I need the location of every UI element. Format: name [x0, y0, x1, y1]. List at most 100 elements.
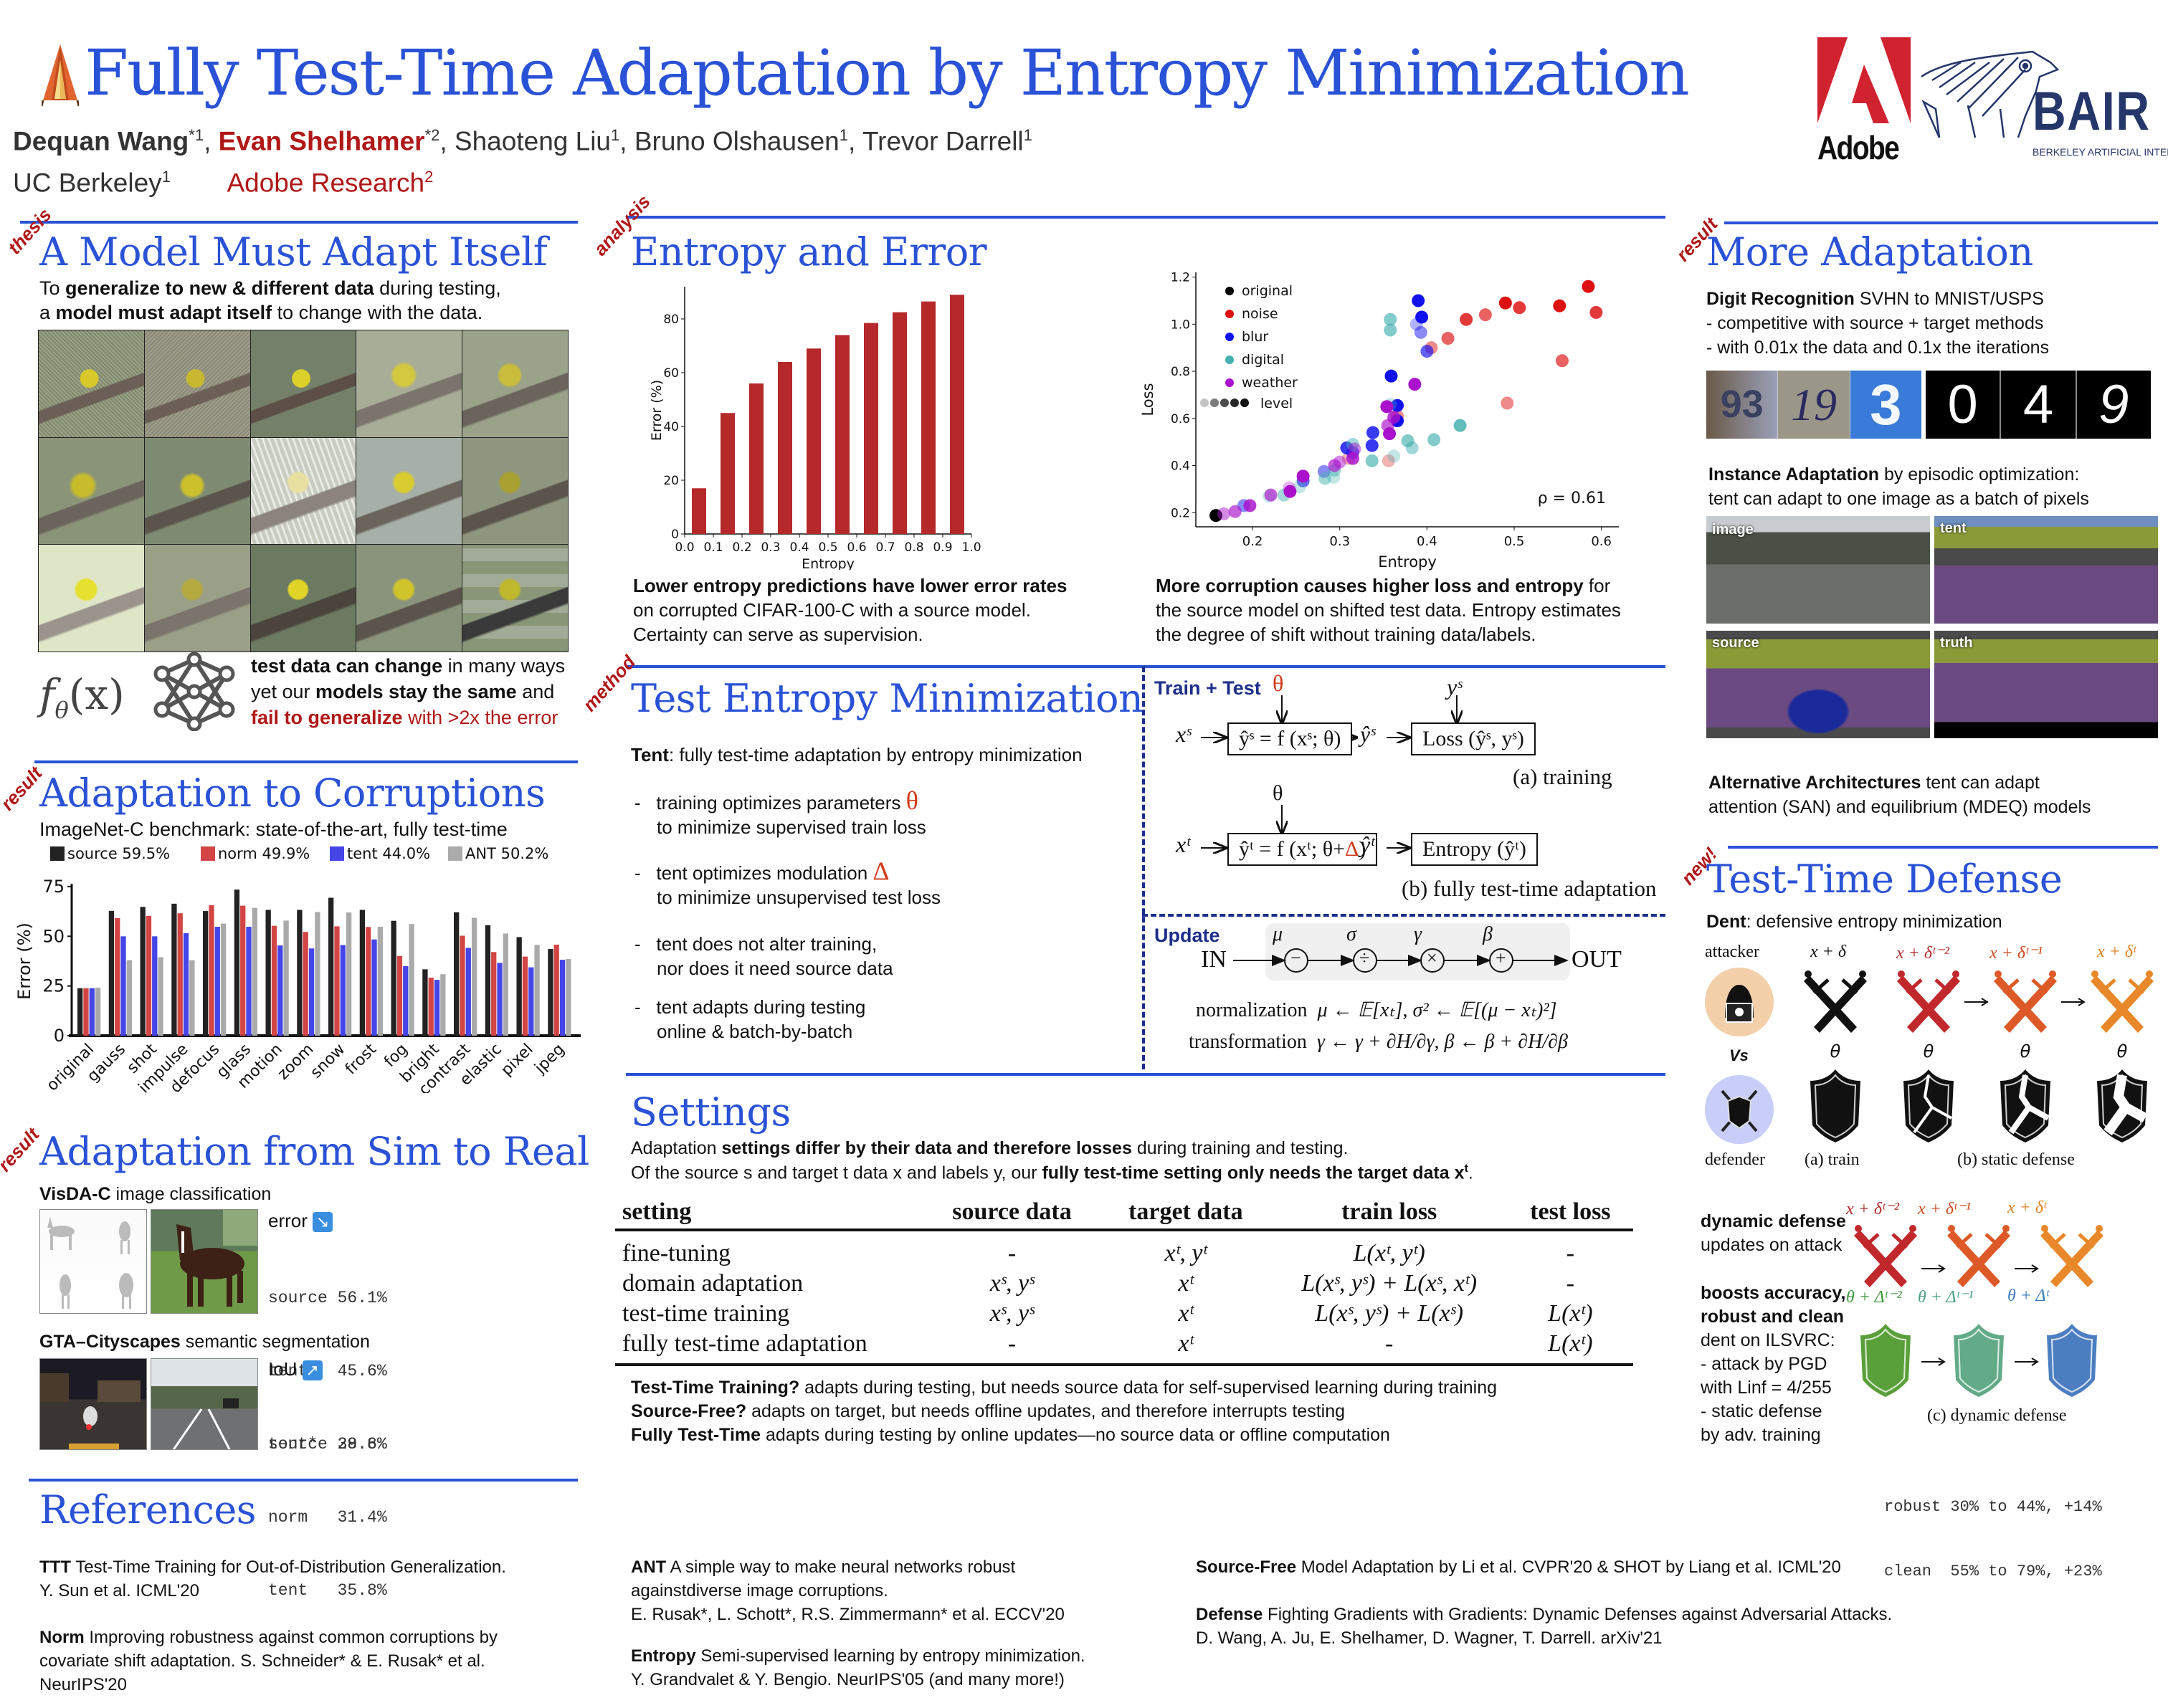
author-2: Evan Shelhamer: [218, 126, 425, 156]
data-point: [1553, 299, 1566, 313]
caption-adaptation: (b) fully test-time adaptation: [1402, 876, 1657, 901]
y-axis-label: Loss: [1139, 383, 1156, 416]
x-tick-label: 0.4: [1417, 534, 1437, 549]
bar: [359, 910, 366, 1036]
digit-heading: Digit Recognition SVHN to MNIST/USPS - c…: [1706, 289, 2050, 358]
col-test-loss: test loss: [1507, 1196, 1633, 1231]
op-subtract: −: [1290, 948, 1301, 968]
dyn-attack-label: x + δᵗ⁻¹: [1918, 1200, 1971, 1218]
x-axis-label: Entropy: [802, 556, 855, 570]
legend-label: ANT 50.2%: [465, 845, 548, 862]
normalization-block: [1265, 923, 1570, 981]
boost-text: boosts accuracy, robust and clean dent o…: [1701, 1283, 1846, 1445]
bar: [403, 965, 409, 1036]
sigma-param: σ: [1346, 923, 1356, 945]
add-op-icon: [1489, 948, 1513, 973]
arrow-icon-head: [2031, 1358, 2039, 1366]
caption-training: (a) training: [1513, 764, 1612, 789]
sword-icon: [1854, 1225, 1917, 1287]
x-tick-label: 0.2: [1242, 534, 1263, 549]
bar: [485, 925, 491, 1036]
dyn-shield-label: θ + Δᵗ⁻²: [1846, 1288, 1902, 1307]
alt-arch-heading: Alternative Architectures tent can adapt…: [1708, 773, 2091, 817]
legend-level-marker: [1200, 399, 1209, 407]
bar: [692, 488, 706, 534]
op-add: +: [1496, 948, 1506, 968]
bar: [428, 978, 434, 1036]
bird-image: [250, 437, 356, 545]
broken-shield-icon: [1903, 1069, 1954, 1142]
bar: [189, 960, 195, 1036]
bar: [950, 295, 964, 534]
corruption-error-chart: source 59.5% norm 49.9% tent 44.0% ANT 50.2…: [14, 845, 581, 1093]
bar: [516, 937, 522, 1036]
bar: [346, 912, 352, 1036]
author-2-mark: *2: [424, 126, 440, 144]
bar: [171, 903, 177, 1036]
gta-image: [39, 1358, 147, 1450]
bar: [234, 889, 240, 1036]
bar: [220, 923, 227, 1036]
bar: [303, 932, 308, 1036]
x-tick-label: 0.6: [1591, 534, 1612, 549]
transformation-eq: transformation γ ← γ + ∂H/∂γ, β ← β + ∂H…: [1189, 1031, 1568, 1053]
attack-label: x + δ: [1810, 943, 1847, 961]
bar: [553, 944, 559, 1036]
reference-ant: ANT A simple way to make neural networks…: [631, 1557, 1065, 1624]
section-title: Entropy and Error: [631, 229, 987, 275]
legend-swatch: [330, 846, 344, 861]
bar: [422, 969, 428, 1036]
theta-label: θ: [1830, 1041, 1841, 1061]
bar: [559, 960, 566, 1036]
data-point: [1296, 469, 1310, 483]
loss-entropy-scatter: 0.2 0.4 0.6 0.8 1.0 1.2 0.2 0.3 0.4 0.5 0.6 origina…: [1139, 271, 1619, 571]
bar: [265, 910, 271, 1036]
iou-row: source 28.8%: [268, 1435, 387, 1454]
corruptions-subtitle: ImageNet-C benchmark: state-of-the-art, …: [39, 819, 508, 840]
bar: [95, 987, 101, 1036]
bar: [749, 383, 764, 534]
bar: [503, 933, 508, 1036]
bar: [177, 913, 183, 1036]
bar: [209, 905, 214, 1036]
gta-heading: GTA–Cityscapes semantic segmentation: [39, 1332, 370, 1352]
data-point: [1384, 369, 1398, 383]
section-rule: [29, 1479, 578, 1482]
data-point: [1408, 378, 1422, 391]
col-target-data: target data: [1100, 1196, 1271, 1231]
gamma-param: γ: [1414, 923, 1422, 945]
section-title: Adaptation from Sim to Real: [39, 1129, 589, 1174]
table-row: test-time training xˢ, yˢ xᵗ L(xˢ, yˢ) + L(…: [622, 1300, 1593, 1327]
data-point: [1414, 325, 1427, 339]
section-title: More Adaptation: [1706, 229, 2033, 275]
segmentation-source: source: [1706, 631, 1930, 738]
data-point: [1348, 442, 1361, 456]
reference-defense: Defense Fighting Gradients with Gradient…: [1196, 1605, 1893, 1648]
affiliation-2-mark: 2: [424, 168, 434, 186]
attack-label: x + δᵗ: [2097, 943, 2136, 961]
bar: [491, 952, 497, 1036]
y-tick-label: 60: [663, 366, 679, 381]
bair-wordmark: BAIR: [2033, 81, 2151, 142]
data-point: [1405, 441, 1419, 454]
bar: [152, 936, 158, 1036]
y-tick-label: 0.8: [1171, 365, 1190, 379]
train-test-label: Train + Test: [1154, 677, 1261, 699]
table-row: fully test-time adaptation - xᵗ - L(xᵗ): [615, 1329, 1633, 1366]
yhat-t: ŷᵗ: [1360, 831, 1374, 857]
loss-box: Loss (ŷˢ, yˢ): [1411, 722, 1536, 755]
section-title: Test Entropy Minimization: [631, 676, 1144, 721]
shield-icon: [2047, 1324, 2097, 1397]
bar: [158, 957, 163, 1036]
x-tick-label: 0.0: [675, 540, 694, 555]
arrow-down-right-icon: ↘: [313, 1212, 333, 1233]
multiply-op-icon: [1420, 948, 1445, 973]
bar: [366, 927, 371, 1036]
caption-dynamic: (c) dynamic defense: [1927, 1406, 2067, 1425]
bar: [409, 924, 414, 1036]
arrow-icon-head: [2078, 998, 2086, 1006]
divide-op-icon: [1353, 948, 1377, 973]
data-point: [1283, 481, 1296, 495]
visda-heading: VisDA-C image classification: [39, 1184, 272, 1204]
